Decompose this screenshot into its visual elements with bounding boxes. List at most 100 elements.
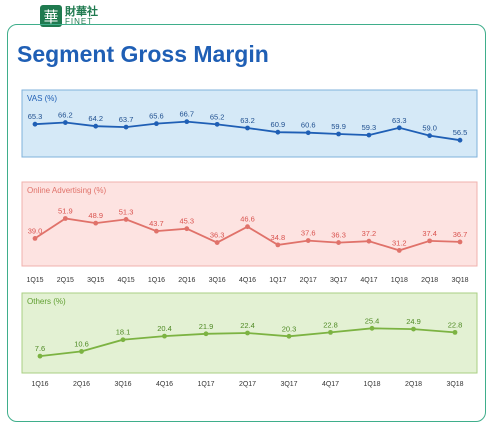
data-point [427,133,433,139]
data-point [79,349,84,354]
x-tick-label: 4Q17 [360,277,377,284]
data-point [396,248,402,253]
data-point [275,129,281,135]
data-point [286,333,292,339]
data-label: 22.8 [323,320,338,329]
data-label: 59.0 [422,124,437,133]
data-point [245,224,250,230]
data-label: 24.9 [406,317,421,326]
data-label: 65.6 [149,112,164,121]
data-label: 43.7 [149,219,164,228]
data-label: 64.2 [88,114,103,123]
data-label: 10.6 [74,339,89,348]
data-point [245,125,250,131]
data-point [411,326,416,332]
finet-logo-cn: 財華社 [65,5,98,18]
x-tick-label: 4Q15 [118,277,135,284]
chart-title-1: Online Advertising (%) [27,186,106,195]
data-label: 34.8 [271,233,286,242]
data-label: 7.6 [35,344,45,353]
data-point [32,236,38,241]
x-tick-label: 1Q17 [269,277,286,284]
data-label: 37.2 [362,229,377,238]
chart-panel-0 [21,89,478,158]
x-tick-label: 2Q17 [239,381,256,388]
data-label: 20.4 [157,324,172,333]
x-tick-label: 2Q17 [300,277,317,284]
chart-title-0: VAS (%) [27,94,57,103]
data-label: 37.6 [301,229,316,238]
data-point [328,329,333,335]
data-label: 18.1 [116,328,131,337]
x-tick-label: 3Q17 [330,277,347,284]
data-label: 63.2 [240,116,255,125]
finet-logo-mark: 華 [40,5,62,27]
data-label: 45.3 [179,217,194,226]
x-tick-label: 1Q16 [31,381,48,388]
finet-logo-en: FINET [65,16,94,26]
data-point [93,123,99,129]
data-point [366,132,372,138]
data-point [120,337,126,343]
chart-panel-1 [21,181,478,267]
data-label: 22.8 [448,320,463,329]
data-label: 36.7 [453,230,468,239]
data-point [32,121,38,127]
data-point [162,333,167,339]
data-point [275,242,281,248]
x-tick-label: 4Q16 [239,277,256,284]
data-point [37,353,43,359]
data-label: 31.2 [392,238,407,247]
data-point [184,119,190,125]
data-point [336,240,341,245]
data-label: 25.4 [365,316,380,325]
data-label: 63.3 [392,116,407,125]
x-tick-label: 1Q16 [148,277,165,284]
data-point [427,238,433,244]
data-label: 36.3 [331,231,346,240]
data-label: 60.6 [301,121,316,130]
data-label: 66.2 [58,111,73,120]
data-point [366,238,372,244]
data-point [93,220,99,226]
x-tick-label: 2Q16 [178,277,195,284]
data-label: 48.9 [88,211,103,220]
x-tick-label: 3Q16 [114,381,131,388]
data-label: 36.3 [210,231,225,240]
data-point [245,330,250,336]
finet-logo-text: 財華社 FINET [65,5,98,26]
data-label: 39.0 [28,226,43,235]
data-point [396,125,402,131]
data-point [62,216,68,221]
data-point [123,124,129,130]
x-tick-label: 3Q18 [446,381,463,388]
finet-logo: 華 財華社 FINET [40,4,98,28]
data-label: 59.9 [331,122,346,131]
x-tick-label: 2Q16 [73,381,90,388]
x-tick-label: 1Q15 [26,277,43,284]
data-label: 65.3 [28,112,43,121]
x-tick-label: 2Q15 [57,277,74,284]
x-tick-label: 2Q18 [405,381,422,388]
data-point [457,137,463,143]
data-label: 21.9 [199,322,214,331]
data-point [305,130,311,136]
x-tick-label: 1Q17 [197,381,214,388]
x-tick-label: 3Q16 [209,277,226,284]
data-point [154,121,159,127]
data-label: 51.9 [58,206,73,215]
data-label: 51.3 [119,207,134,216]
data-point [457,239,463,245]
data-point [214,121,220,127]
data-point [203,331,209,337]
x-tick-label: 4Q16 [156,381,173,388]
data-label: 22.4 [240,321,255,330]
data-point [369,325,375,331]
data-label: 59.3 [362,123,377,132]
x-tick-label: 3Q17 [280,381,297,388]
data-point [336,131,341,137]
data-label: 56.5 [453,128,468,137]
data-point [184,226,190,232]
data-point [214,240,220,245]
data-label: 65.2 [210,112,225,121]
